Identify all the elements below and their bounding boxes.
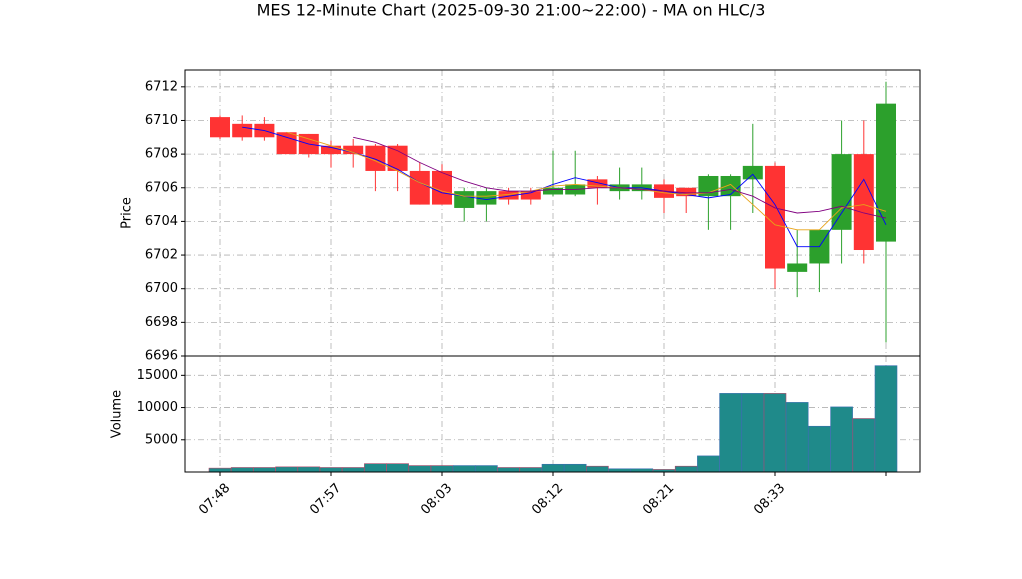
candle-body (276, 132, 297, 155)
volume-bar (297, 466, 321, 473)
x-tick-label: 08:12 (529, 481, 566, 518)
y-tick-label: 6712 (145, 79, 178, 94)
volume-bar (341, 467, 365, 473)
candle-body (543, 187, 563, 195)
volume-bar (230, 467, 254, 473)
x-tick-label: 08:03 (418, 481, 455, 518)
volume-bar (519, 467, 543, 473)
volume-bar (586, 465, 609, 473)
ma-line (353, 136, 887, 219)
ma-line (242, 126, 887, 248)
volume-tick-label: 15000 (137, 368, 178, 383)
volume-tick-label: 10000 (137, 400, 178, 415)
volume-bar (719, 393, 742, 473)
y-tick-label: 6702 (145, 248, 178, 263)
y-axis-label: Price (120, 197, 135, 229)
candle-body (787, 263, 808, 272)
candle-body (853, 154, 874, 251)
price-frame (184, 69, 921, 357)
candle-body (432, 170, 452, 205)
volume-bar (697, 455, 720, 473)
volume-bar (430, 465, 454, 473)
candle-body (321, 145, 341, 155)
volume-bar (253, 467, 276, 473)
candle-body (387, 145, 408, 171)
volume-bar (785, 402, 809, 473)
y-tick-label: 6704 (145, 214, 178, 229)
candle-body (498, 191, 519, 200)
candle-body (365, 145, 386, 171)
candle-body (765, 165, 785, 269)
candle-body (831, 154, 852, 230)
y-tick-label: 6710 (145, 113, 178, 128)
volume-bar (386, 463, 409, 473)
volume-bar (408, 465, 432, 473)
volume-tick-label: 5000 (145, 432, 178, 447)
volume-bar (364, 463, 387, 473)
candle-body (232, 123, 253, 138)
chart-title: MES 12-Minute Chart (2025-09-30 21:00~22… (257, 1, 766, 20)
volume-bar (674, 465, 698, 473)
candle-body (476, 191, 497, 205)
candle-body (876, 103, 896, 242)
volume-bar (852, 418, 876, 473)
volume-bar (319, 467, 343, 473)
x-tick-label: 07:48 (196, 481, 233, 518)
volume-bar (208, 467, 232, 473)
y-tick-label: 6708 (145, 147, 178, 162)
volume-bar (830, 406, 853, 473)
candle-body (587, 179, 608, 188)
volume-bar (563, 463, 587, 473)
candle-body (676, 187, 697, 197)
y-tick-label: 6696 (145, 349, 178, 364)
volume-bar (763, 393, 787, 473)
candle-body (210, 117, 230, 138)
volume-bar (475, 465, 498, 473)
y-tick-label: 6706 (145, 180, 178, 195)
candle-body (409, 170, 430, 205)
x-tick-label: 08:33 (751, 481, 788, 518)
candle-body (720, 175, 741, 197)
candle-body (343, 145, 364, 155)
volume-bar (874, 365, 898, 473)
y-tick-label: 6698 (145, 315, 178, 330)
volume-bar (275, 466, 298, 473)
volume-bar (452, 465, 476, 473)
volume-bar (741, 393, 765, 473)
ma-line (286, 131, 887, 231)
volume-bar (541, 463, 565, 473)
x-tick-label: 07:57 (307, 481, 344, 518)
volume-bar (497, 467, 520, 473)
x-tick-label: 08:21 (640, 481, 677, 518)
volume-frame (184, 355, 921, 473)
candle-body (454, 191, 475, 208)
candle-body (742, 165, 763, 180)
y-tick-label: 6700 (145, 281, 178, 296)
volume-axis-label: Volume (110, 390, 125, 438)
volume-bar (808, 425, 831, 473)
candle-body (520, 191, 541, 200)
